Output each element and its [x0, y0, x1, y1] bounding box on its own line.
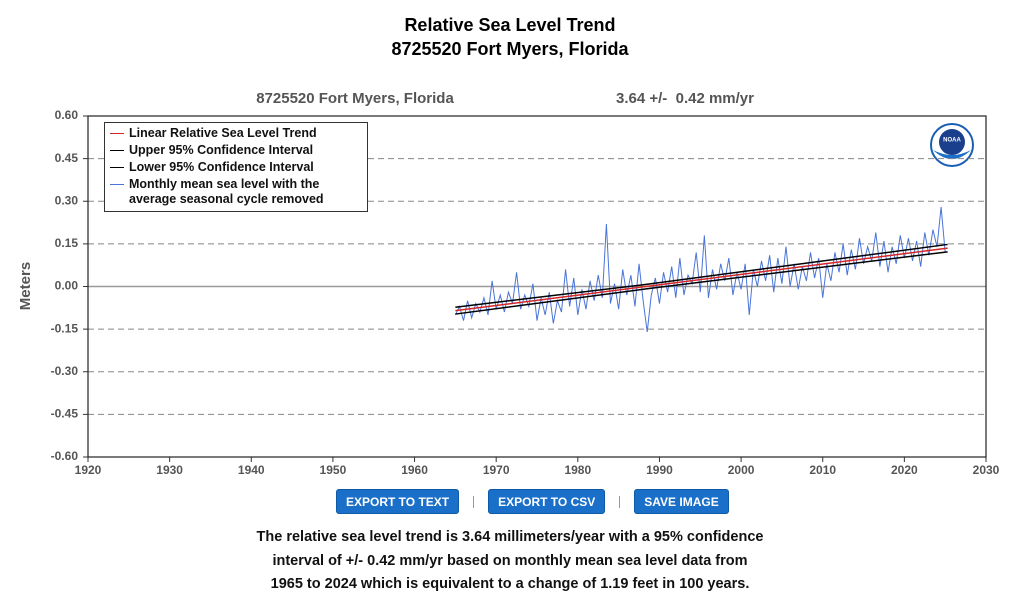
y-tick-label: 0.45 — [55, 151, 79, 165]
plot-title: 8725520 Fort Myers, Florida — [256, 90, 454, 107]
legend-item: Lower 95% Confidence Interval — [105, 160, 367, 175]
chart-subtitle: 8725520 Fort Myers, Florida — [391, 39, 629, 59]
y-tick-label: 0.00 — [55, 279, 79, 293]
footer-line: interval of +/- 0.42 mm/yr based on mont… — [272, 552, 748, 569]
footer-line: The relative sea level trend is 3.64 mil… — [256, 529, 764, 545]
x-tick-label: 1940 — [238, 463, 265, 477]
legend-item: Monthly mean sea level with the average … — [105, 177, 367, 207]
monthly-mean-line — [454, 206, 946, 333]
x-tick-label: 1970 — [483, 463, 510, 477]
save-image-button[interactable]: SAVE IMAGE — [634, 489, 729, 514]
legend-swatch — [110, 133, 124, 134]
legend: Linear Relative Sea Level Trend Upper 95%… — [104, 122, 368, 212]
y-tick-label: 0.60 — [55, 108, 79, 122]
x-tick-label: 2030 — [973, 463, 1000, 477]
legend-label: Lower 95% Confidence Interval — [129, 160, 314, 174]
x-tick-label: 2000 — [728, 463, 755, 477]
x-tick-label: 1950 — [320, 463, 347, 477]
y-tick-label: -0.15 — [51, 321, 79, 335]
footer-line: 1965 to 2024 which is equivalent to a ch… — [270, 576, 750, 592]
logo-wave — [933, 150, 971, 159]
legend-item: Upper 95% Confidence Interval — [105, 143, 367, 158]
x-tick-label: 2020 — [891, 463, 918, 477]
legend-swatch — [110, 150, 124, 151]
chart-title: Relative Sea Level Trend — [404, 15, 615, 35]
y-tick-label: 0.30 — [55, 193, 79, 207]
separator — [473, 495, 475, 508]
separator — [619, 495, 621, 508]
confidence-line — [455, 243, 948, 308]
footer: The relative sea level trend is 3.64 mil… — [0, 526, 1020, 597]
legend-item: Linear Relative Sea Level Trend — [105, 126, 367, 141]
trend-line — [455, 247, 948, 312]
x-tick-label: 1920 — [75, 463, 102, 477]
plot-frame — [87, 115, 987, 458]
x-tick-label: 1930 — [156, 463, 183, 477]
x-tick-label: 1980 — [564, 463, 591, 477]
legend-label: Linear Relative Sea Level Trend — [129, 126, 317, 140]
logo-text: NOAA — [943, 138, 961, 144]
trend-label: 3.64 +/- 0.42 mm/yr — [616, 90, 754, 107]
noaa-logo: NOAA — [930, 123, 974, 167]
logo-center — [939, 129, 965, 155]
export-csv-button[interactable]: EXPORT TO CSV — [488, 489, 606, 514]
export-text-button[interactable]: EXPORT TO TEXT — [336, 489, 460, 514]
x-tick-label: 2010 — [809, 463, 836, 477]
y-axis-label: Meters — [17, 262, 34, 310]
button-bar: EXPORT TO TEXT EXPORT TO CSV SAVE IMAGE — [336, 489, 729, 514]
legend-label: Monthly mean sea level with the average … — [129, 177, 324, 206]
legend-swatch — [110, 184, 124, 185]
y-tick-label: -0.30 — [51, 364, 79, 378]
y-tick-label: 0.15 — [55, 236, 79, 250]
x-tick-label: 1990 — [646, 463, 673, 477]
legend-swatch — [110, 167, 124, 168]
y-tick-label: -0.60 — [51, 449, 79, 463]
confidence-line — [455, 251, 948, 315]
x-tick-label: 1960 — [401, 463, 428, 477]
legend-label: Upper 95% Confidence Interval — [129, 143, 314, 157]
y-tick-label: -0.45 — [51, 407, 79, 421]
